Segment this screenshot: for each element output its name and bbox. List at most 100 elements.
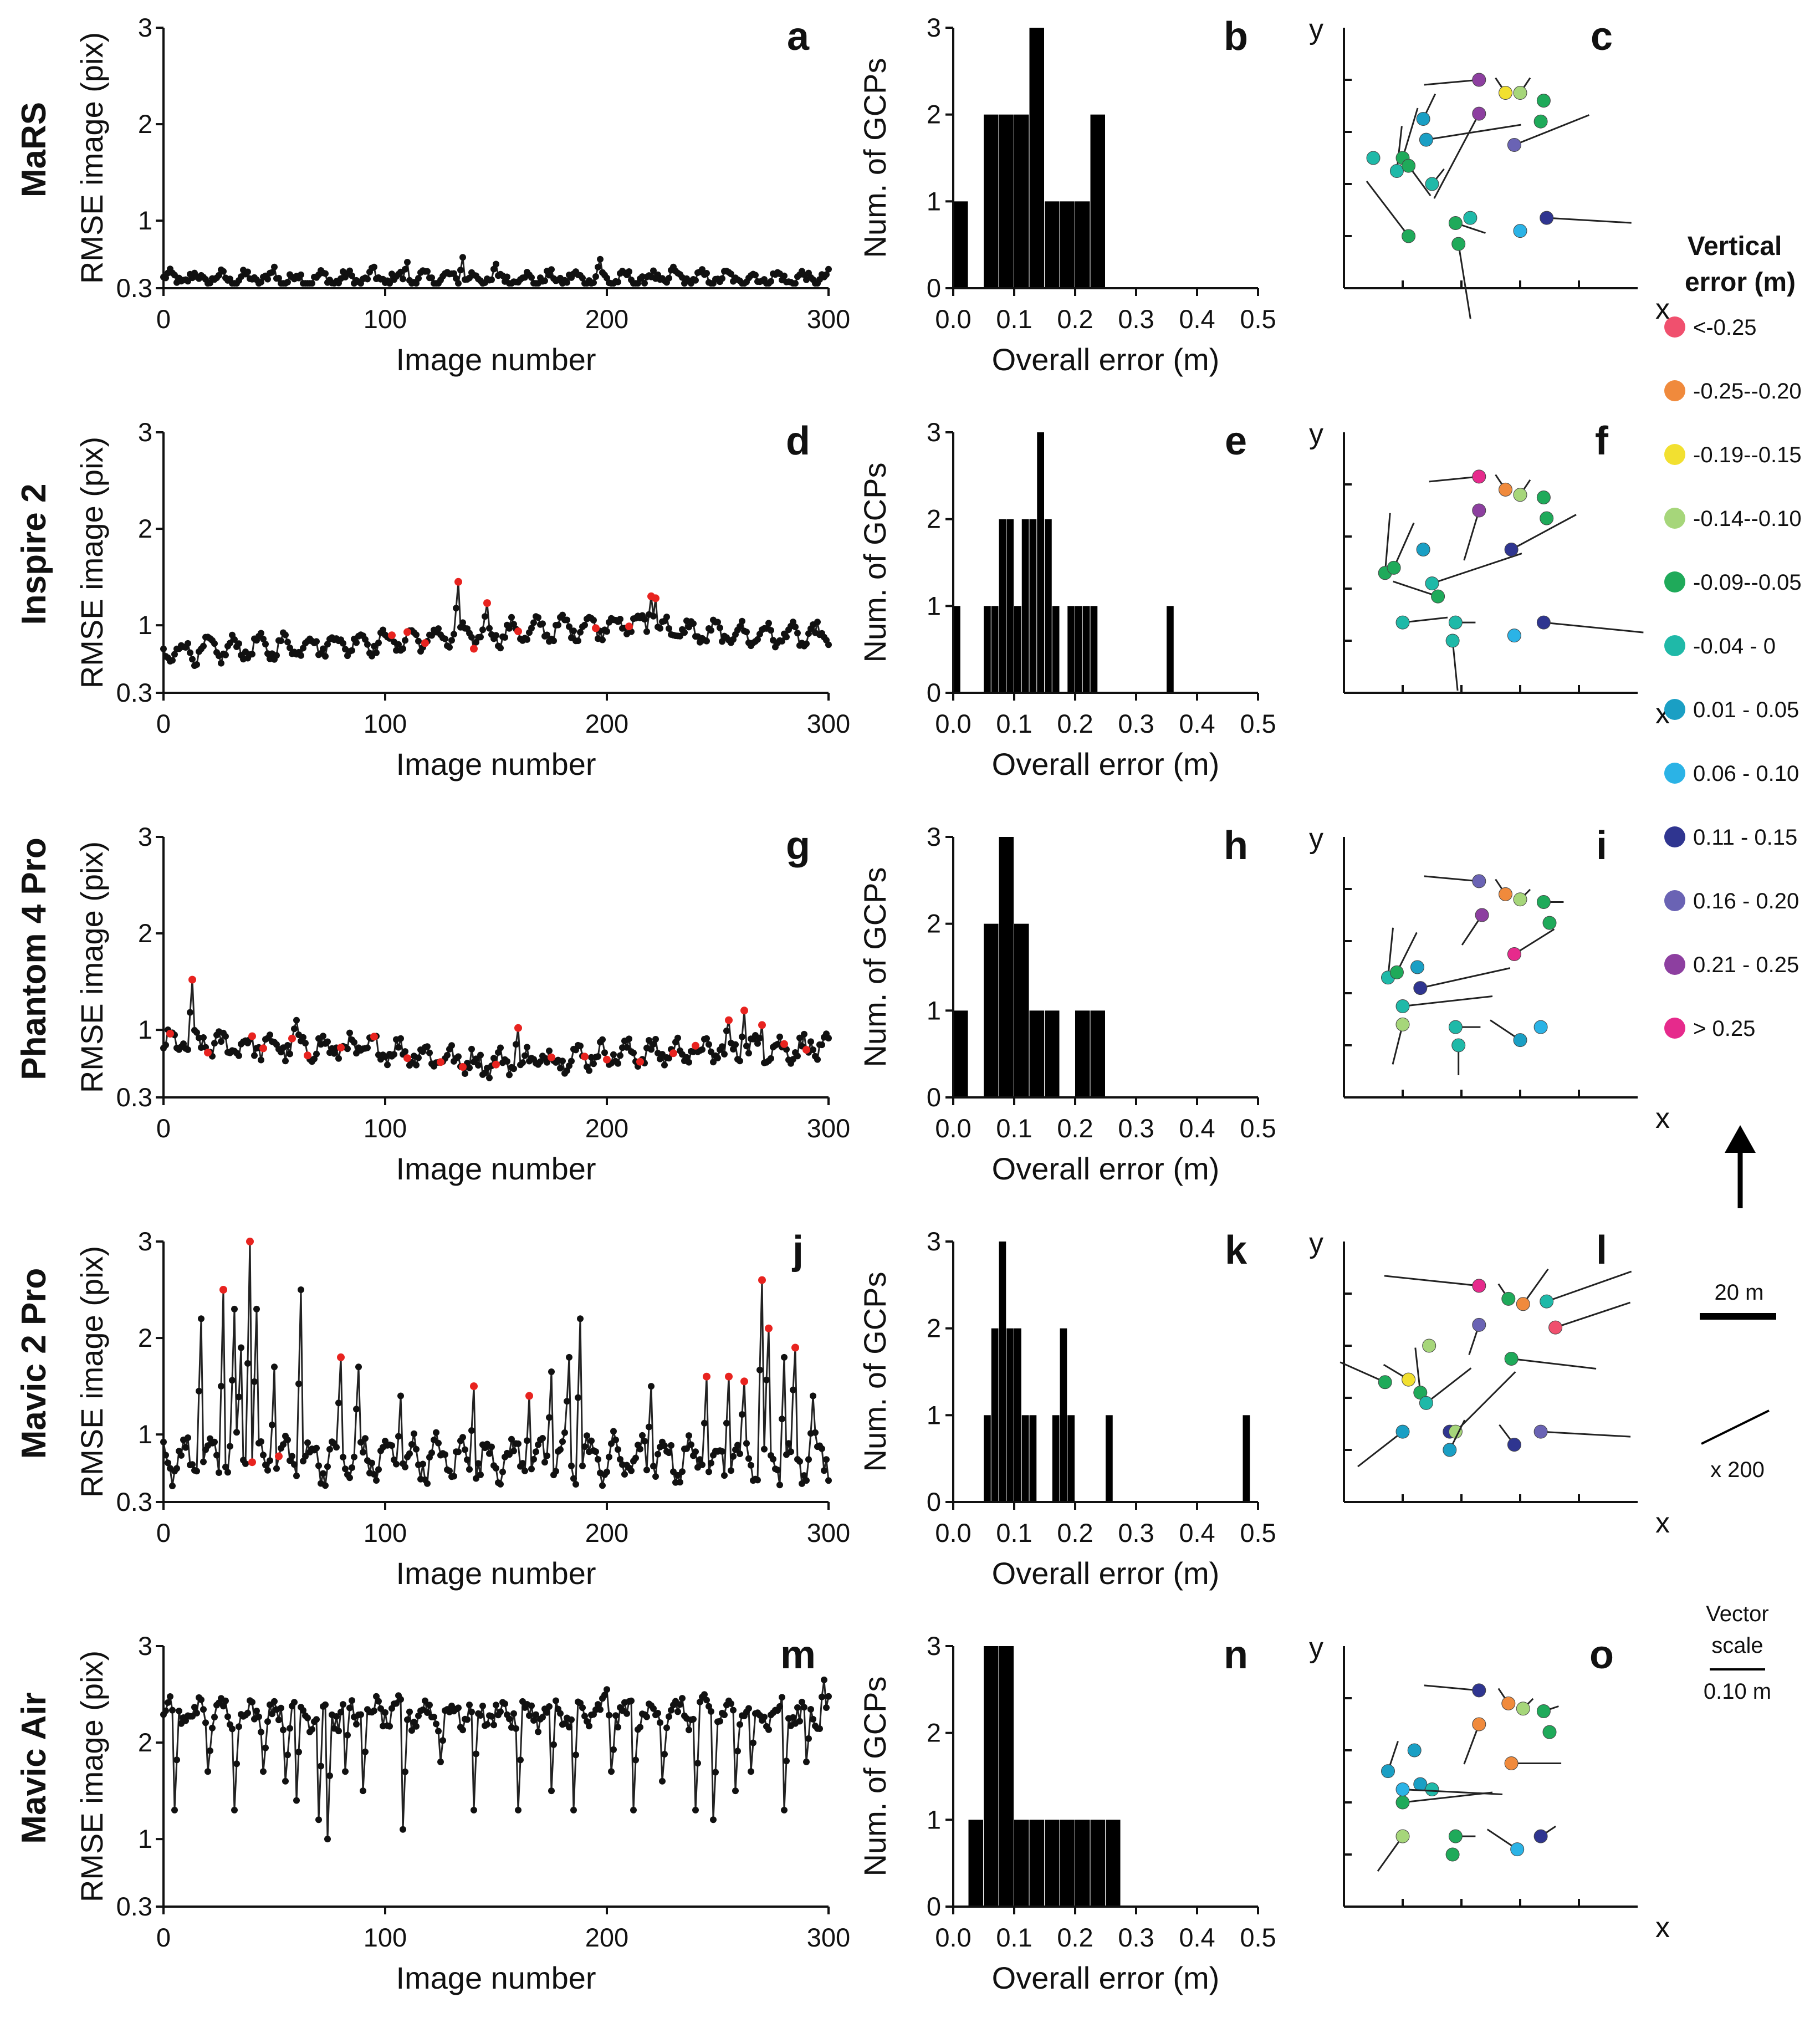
legend-swatch — [1664, 699, 1685, 720]
y-tick-label-n: 2 — [927, 1718, 941, 1748]
histogram-bar-b — [1090, 114, 1105, 288]
data-point-m — [169, 1707, 176, 1714]
data-point-m — [477, 1712, 484, 1719]
outlier-point-d — [388, 631, 396, 640]
data-point-j — [528, 1465, 535, 1473]
data-point-m — [721, 1712, 728, 1718]
data-point-m — [819, 1693, 825, 1700]
data-point-j — [650, 1463, 657, 1470]
data-point-a — [386, 280, 393, 287]
data-point-a — [493, 260, 499, 268]
data-point-j — [451, 1473, 457, 1480]
data-point-m — [322, 1701, 329, 1708]
data-point-m — [182, 1717, 189, 1724]
error-vector-l — [1555, 1301, 1631, 1329]
panel-letter-b: b — [1224, 14, 1248, 59]
data-point-d — [200, 642, 207, 650]
histogram-bar-h — [984, 923, 999, 1097]
data-point-a — [349, 272, 355, 279]
data-point-d — [590, 617, 597, 624]
panel-letter-o: o — [1589, 1633, 1614, 1677]
gcp-point-f — [1472, 469, 1486, 484]
x-tick-label-m: 0 — [156, 1923, 171, 1952]
data-point-m — [799, 1698, 805, 1705]
gcp-point-o — [1425, 1782, 1439, 1796]
data-point-g — [756, 1035, 763, 1041]
data-point-m — [710, 1816, 717, 1823]
gcp-point-c — [1402, 229, 1416, 243]
data-point-j — [497, 1480, 504, 1488]
data-point-m — [393, 1700, 400, 1707]
data-point-g — [524, 1044, 530, 1051]
data-point-m — [539, 1714, 546, 1721]
outlier-point-g — [740, 1007, 748, 1015]
outlier-point-d — [514, 627, 522, 636]
data-point-a — [666, 274, 672, 282]
gcp-point-o — [1395, 1795, 1410, 1810]
data-point-g — [364, 1044, 371, 1051]
data-point-m — [657, 1719, 663, 1726]
data-point-j — [688, 1441, 694, 1448]
x-axis-label-g: Image number — [396, 1151, 596, 1186]
legend-label: -0.09--0.05 — [1693, 570, 1802, 595]
data-point-j — [785, 1440, 792, 1447]
data-point-g — [351, 1039, 357, 1046]
gcp-point-i — [1533, 1020, 1548, 1034]
data-point-m — [479, 1703, 486, 1709]
gcp-point-c — [1472, 73, 1486, 87]
gcp-point-f — [1536, 615, 1551, 630]
data-point-g — [200, 1034, 207, 1041]
outlier-point-d — [470, 645, 478, 653]
data-point-j — [677, 1479, 683, 1486]
x-axis-label-n: Overall error (m) — [992, 1960, 1220, 1995]
data-point-m — [497, 1708, 504, 1715]
data-point-m — [340, 1701, 346, 1708]
data-point-m — [231, 1806, 238, 1813]
data-point-m — [280, 1726, 287, 1734]
error-vector-f — [1432, 553, 1522, 585]
panel-letter-f: f — [1595, 419, 1609, 463]
y-axis-label-i: y — [1309, 823, 1323, 855]
outlier-point-d — [625, 622, 633, 631]
data-point-g — [466, 1064, 473, 1071]
data-point-d — [373, 649, 380, 656]
outlier-point-d — [652, 594, 660, 602]
data-point-j — [435, 1439, 442, 1447]
data-point-d — [539, 620, 546, 627]
data-point-a — [258, 279, 264, 285]
panel-letter-g: g — [786, 824, 810, 868]
gcp-point-i — [1507, 947, 1521, 961]
data-point-a — [459, 254, 466, 261]
outlier-point-g — [802, 1046, 810, 1054]
data-point-m — [548, 1787, 555, 1795]
data-point-m — [686, 1726, 692, 1734]
data-point-d — [486, 625, 493, 632]
gcp-point-c — [1499, 86, 1512, 100]
data-point-g — [586, 1067, 592, 1074]
x-axis-label-k: Overall error (m) — [992, 1556, 1220, 1591]
data-point-d — [415, 637, 422, 645]
y-axis-label-h: Num. of GCPs — [857, 867, 892, 1067]
gcp-point-c — [1463, 211, 1478, 225]
data-point-d — [641, 616, 648, 623]
outlier-point-j — [725, 1372, 733, 1381]
histogram-bar-e — [991, 606, 999, 693]
error-vector-l — [1546, 1270, 1632, 1302]
data-point-j — [222, 1463, 229, 1470]
data-point-j — [196, 1387, 202, 1394]
data-point-d — [231, 636, 238, 643]
data-point-j — [541, 1459, 548, 1466]
outlier-point-g — [259, 1044, 267, 1053]
data-point-m — [530, 1717, 537, 1724]
data-point-g — [477, 1051, 484, 1059]
legend-swatch — [1664, 380, 1685, 401]
data-point-a — [490, 265, 497, 273]
histogram-bar-e — [1037, 432, 1044, 693]
data-point-d — [792, 624, 799, 631]
data-point-j — [455, 1448, 462, 1455]
data-point-m — [255, 1713, 262, 1720]
gcp-point-c — [1419, 132, 1433, 147]
outlier-point-g — [669, 1049, 677, 1058]
data-point-j — [218, 1383, 224, 1389]
data-point-j — [238, 1344, 244, 1351]
